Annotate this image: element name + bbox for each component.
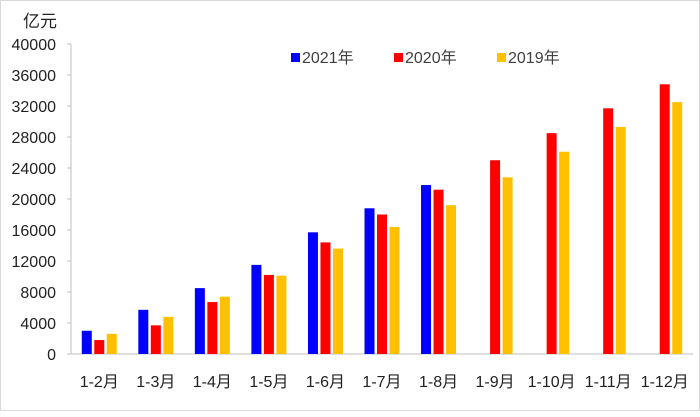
legend-swatch <box>394 53 403 62</box>
x-tick-label: 1-8月 <box>419 374 458 391</box>
x-tick-label: 1-5月 <box>249 374 288 391</box>
bar-2019年-1-9月 <box>502 177 513 354</box>
bar-2021年-1-6月 <box>307 232 318 354</box>
y-tick-label: 0 <box>47 347 56 364</box>
bar-2020年-1-10月 <box>546 133 557 354</box>
y-tick-label: 4000 <box>20 316 56 333</box>
legend-label: 2021年 <box>302 49 354 67</box>
bar-2019年-1-11月 <box>615 126 626 354</box>
bar-2020年-1-5月 <box>263 274 274 354</box>
y-tick-label: 16000 <box>12 223 57 240</box>
bar-2019年-1-6月 <box>332 248 343 354</box>
x-tick-label: 1-6月 <box>306 374 345 391</box>
y-tick-label: 24000 <box>12 161 57 178</box>
bar-2020年-1-11月 <box>603 108 614 354</box>
legend-label: 2020年 <box>405 49 457 67</box>
bar-2020年-1-3月 <box>150 325 161 354</box>
x-tick-label: 1-10月 <box>528 374 576 391</box>
bar-2020年-1-2月 <box>94 340 105 354</box>
x-tick-label: 1-3月 <box>136 374 175 391</box>
bar-2019年-1-4月 <box>219 296 230 354</box>
bar-2020年-1-9月 <box>490 160 501 354</box>
bar-2019年-1-5月 <box>276 275 287 354</box>
bar-2020年-1-4月 <box>207 302 218 354</box>
bar-2021年-1-2月 <box>81 330 92 354</box>
y-tick-label: 28000 <box>12 130 57 147</box>
bar-2019年-1-8月 <box>446 205 457 354</box>
y-tick-label: 8000 <box>20 285 56 302</box>
legend-swatch <box>291 53 300 62</box>
bar-2021年-1-8月 <box>421 185 432 354</box>
x-tick-label: 1-2月 <box>80 374 119 391</box>
x-tick-label: 1-4月 <box>193 374 232 391</box>
bar-2020年-1-8月 <box>433 189 444 354</box>
bar-2021年-1-5月 <box>251 264 262 354</box>
bar-2019年-1-12月 <box>672 102 683 354</box>
x-tick-label: 1-9月 <box>476 374 515 391</box>
legend-label: 2019年 <box>508 49 560 67</box>
legend-swatch <box>497 53 506 62</box>
x-tick-label: 1-11月 <box>585 374 632 391</box>
bar-2021年-1-7月 <box>364 208 375 354</box>
y-tick-label: 32000 <box>12 99 57 116</box>
bar-2020年-1-12月 <box>659 84 670 355</box>
y-tick-label: 20000 <box>12 192 57 209</box>
bar-2019年-1-7月 <box>389 226 400 354</box>
bar-2019年-1-10月 <box>559 151 570 354</box>
bar-2020年-1-7月 <box>377 214 387 354</box>
y-unit-label: 亿元 <box>23 12 57 31</box>
y-tick-label: 40000 <box>12 37 57 54</box>
x-tick-label: 1-7月 <box>362 374 401 391</box>
y-tick-label: 12000 <box>12 254 57 271</box>
x-tick-label: 1-12月 <box>641 374 689 391</box>
bar-2020年-1-6月 <box>320 242 331 354</box>
y-tick-label: 36000 <box>12 68 57 85</box>
bar-2019年-1-2月 <box>106 333 117 354</box>
bar-2021年-1-4月 <box>194 288 205 354</box>
bar-2021年-1-3月 <box>138 309 149 354</box>
bar-2019年-1-3月 <box>163 316 174 354</box>
